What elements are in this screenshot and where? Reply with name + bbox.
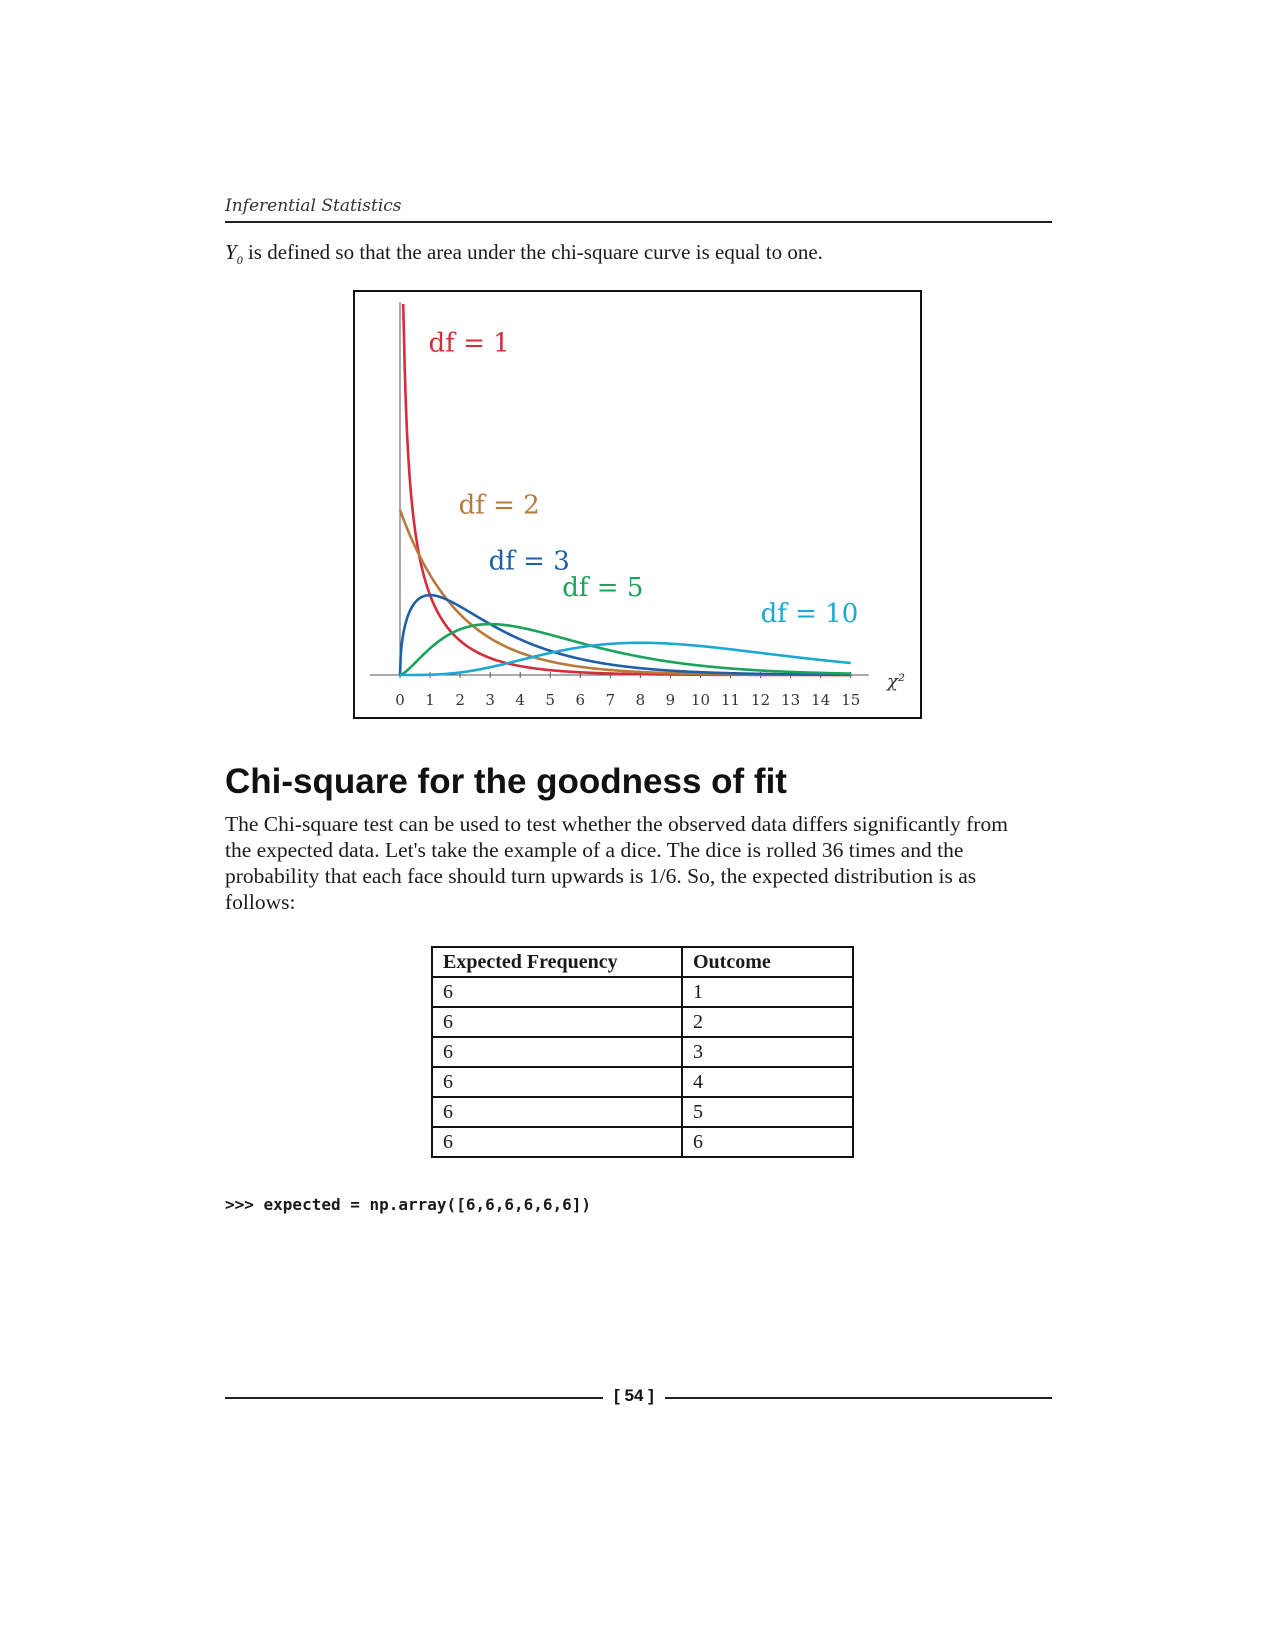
x-tick-label: 13 bbox=[781, 691, 800, 709]
y-subscript: 0 bbox=[236, 253, 243, 268]
body-paragraph: The Chi-square test can be used to test … bbox=[225, 812, 1008, 914]
table-cell: 6 bbox=[431, 1036, 683, 1068]
x-tick-label: 11 bbox=[721, 691, 740, 709]
x-tick-label: 9 bbox=[666, 691, 676, 709]
table-cell: 6 bbox=[681, 1126, 854, 1158]
table-cell: 6 bbox=[431, 1096, 683, 1128]
running-header: Inferential Statistics bbox=[225, 196, 402, 216]
x-tick-label: 15 bbox=[841, 691, 860, 709]
x-tick-label: 4 bbox=[515, 691, 525, 709]
x-tick-label: 1 bbox=[425, 691, 435, 709]
section-heading: Chi-square for the goodness of fit bbox=[225, 762, 787, 801]
table-cell: 6 bbox=[431, 976, 683, 1008]
table-cell: 6 bbox=[431, 1126, 683, 1158]
table-row: 6 4 bbox=[431, 1066, 854, 1098]
header-rule bbox=[225, 221, 1052, 223]
table-cell: 5 bbox=[681, 1096, 854, 1128]
code-snippet: >>> expected = np.array([6,6,6,6,6,6]) bbox=[225, 1195, 592, 1214]
intro-sentence: Y0 is defined so that the area under the… bbox=[225, 240, 1055, 268]
series-label-df-2: df = 2 bbox=[459, 490, 540, 520]
table-row: 6 6 bbox=[431, 1126, 854, 1158]
table-row: 6 5 bbox=[431, 1096, 854, 1128]
x-tick-label: 5 bbox=[545, 691, 555, 709]
x-tick-label: 7 bbox=[606, 691, 616, 709]
table-cell: 2 bbox=[681, 1006, 854, 1038]
table-header-row: Expected Frequency Outcome bbox=[431, 946, 854, 978]
table-cell: 6 bbox=[431, 1066, 683, 1098]
x-tick-label: 14 bbox=[811, 691, 830, 709]
column-header: Outcome bbox=[681, 946, 854, 978]
x-tick-label: 3 bbox=[485, 691, 495, 709]
series-line-df-3 bbox=[398, 593, 852, 677]
x-tick-label: 0 bbox=[395, 691, 405, 709]
table-cell: 4 bbox=[681, 1066, 854, 1098]
series-label-df-3: df = 3 bbox=[489, 546, 570, 576]
x-tick-label: 10 bbox=[691, 691, 710, 709]
table-row: 6 1 bbox=[431, 976, 854, 1008]
table-row: 6 2 bbox=[431, 1006, 854, 1038]
table-cell: 3 bbox=[681, 1036, 854, 1068]
page-number: [ 54 ] bbox=[614, 1386, 654, 1405]
series-label-df-10: df = 10 bbox=[761, 599, 859, 629]
series-label-df-5: df = 5 bbox=[562, 573, 643, 603]
series-label-df-1: df = 1 bbox=[429, 329, 510, 359]
footer-rule-left bbox=[225, 1397, 603, 1399]
x-tick-label: 2 bbox=[455, 691, 465, 709]
y-symbol: Y bbox=[225, 240, 237, 264]
x-tick-label: 8 bbox=[636, 691, 646, 709]
series-line-df-10 bbox=[399, 641, 852, 677]
intro-text: is defined so that the area under the ch… bbox=[247, 240, 823, 264]
table-cell: 1 bbox=[681, 976, 854, 1008]
x-tick-label: 6 bbox=[576, 691, 586, 709]
x-axis-label: χ² bbox=[885, 671, 905, 692]
footer-rule-right bbox=[665, 1397, 1052, 1399]
column-header: Expected Frequency bbox=[431, 946, 683, 978]
expected-frequency-table: Expected Frequency Outcome 6 1 6 2 6 3 6… bbox=[431, 946, 854, 1158]
table-row: 6 3 bbox=[431, 1036, 854, 1068]
table-cell: 6 bbox=[431, 1006, 683, 1038]
chi-square-figure: 0 1 2 3 4 5 6 7 8 9 10 11 12 13 14 15 χ² df = 1 df = 2 df =… bbox=[353, 290, 922, 719]
series-line-df-5 bbox=[399, 622, 852, 677]
x-tick-label: 12 bbox=[751, 691, 770, 709]
